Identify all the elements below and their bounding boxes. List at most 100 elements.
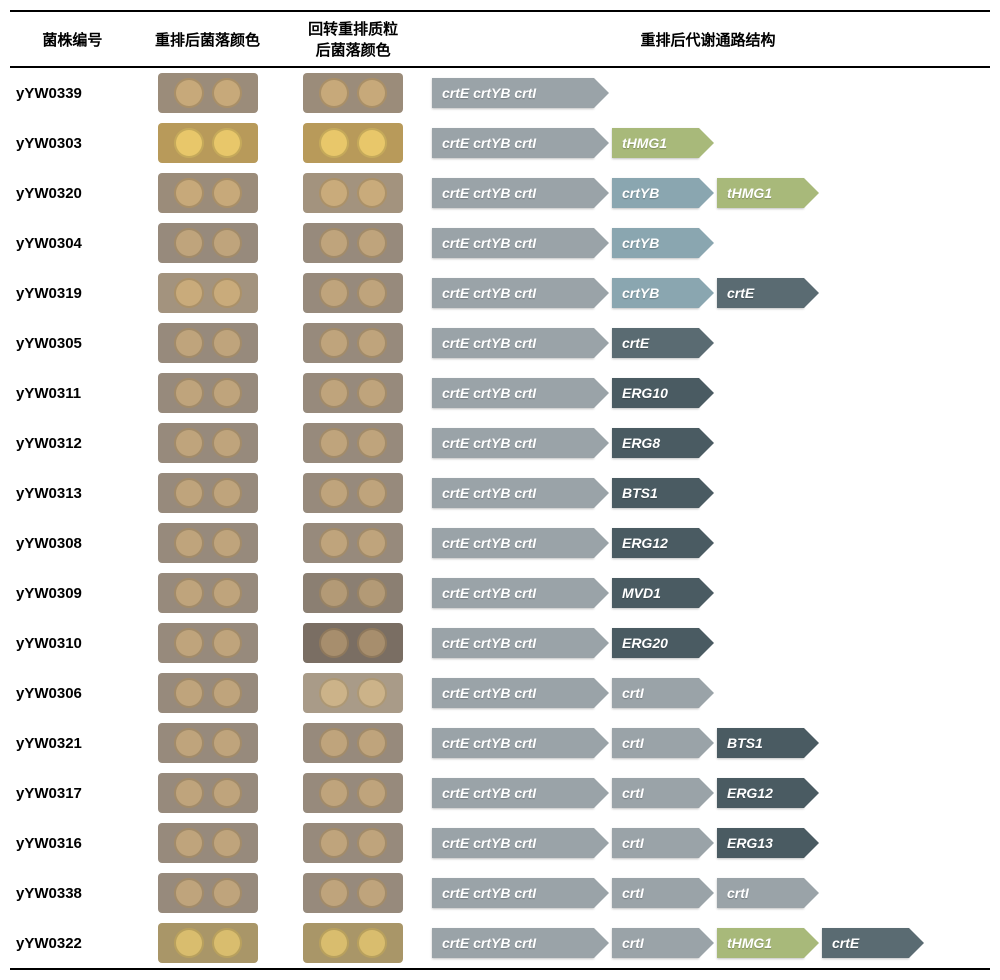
colony-dot — [357, 178, 387, 208]
colony-rearranged-cell — [135, 818, 281, 868]
gene-arrow-base: crtE crtYB crtI — [432, 578, 594, 608]
colony-rearranged-cell — [135, 568, 281, 618]
gene-arrow-MVD1: MVD1 — [612, 578, 699, 608]
colony-rearranged — [158, 73, 258, 113]
gene-arrow-base: crtE crtYB crtI — [432, 928, 594, 958]
arrow-tip — [594, 928, 609, 958]
pathway-structure: crtE crtYB crtI crtYB tHMG1 — [426, 168, 990, 218]
colony-rearranged — [158, 573, 258, 613]
colony-rearranged-cell — [135, 518, 281, 568]
strain-id: yYW0309 — [10, 568, 135, 618]
colony-dot — [319, 228, 349, 258]
colony-dot — [212, 428, 242, 458]
gene-arrow-crtE: crtE — [612, 328, 699, 358]
gene-arrow-crtI: crtI — [612, 728, 699, 758]
colony-dot — [319, 78, 349, 108]
gene-arrow-crtI: crtI — [612, 878, 699, 908]
table-row: yYW0322 crtE crtYB crtIcrtItHMG1crtE — [10, 918, 990, 969]
colony-dot — [174, 878, 204, 908]
strain-id: yYW0304 — [10, 218, 135, 268]
colony-dot — [174, 128, 204, 158]
pathway-structure: crtE crtYB crtIcrtYB — [426, 218, 990, 268]
colony-rearranged — [158, 473, 258, 513]
colony-dot — [174, 578, 204, 608]
colony-retransformed-cell — [280, 118, 426, 168]
arrow-tip — [699, 378, 714, 408]
table-row: yYW0338crtE crtYB crtIcrtIcrtI — [10, 868, 990, 918]
colony-dot — [212, 828, 242, 858]
strain-id: yYW0311 — [10, 368, 135, 418]
colony-rearranged-cell — [135, 118, 281, 168]
pathway-structure: crtE crtYB crtIcrtI — [426, 668, 990, 718]
gene-arrow-base: crtE crtYB crtI — [432, 178, 594, 208]
colony-retransformed-cell — [280, 618, 426, 668]
gene-arrow-ERG10: ERG10 — [612, 378, 699, 408]
colony-retransformed — [303, 573, 403, 613]
colony-rearranged — [158, 623, 258, 663]
gene-arrow-crtYB: crtYB — [612, 178, 699, 208]
table-row: yYW0309 crtE crtYB crtI MVD1 — [10, 568, 990, 618]
colony-dot — [319, 528, 349, 558]
colony-dot — [174, 628, 204, 658]
strain-id: yYW0320 — [10, 168, 135, 218]
colony-rearranged-cell — [135, 618, 281, 668]
pathway-structure: crtE crtYB crtIcrtYBcrtE — [426, 268, 990, 318]
colony-dot — [357, 278, 387, 308]
colony-dot — [357, 78, 387, 108]
table-row: yYW0308crtE crtYB crtIERG12 — [10, 518, 990, 568]
header-color1-text: 重排后菌落颜色 — [155, 32, 260, 49]
table-row: yYW0304 crtE crtYB crtIcrtYB — [10, 218, 990, 268]
colony-retransformed-cell — [280, 268, 426, 318]
table-row: yYW0311crtE crtYB crtIERG10 — [10, 368, 990, 418]
colony-rearranged-cell — [135, 168, 281, 218]
colony-retransformed-cell — [280, 218, 426, 268]
gene-arrow-BTS1: BTS1 — [612, 478, 699, 508]
gene-arrow-ERG8: ERG8 — [612, 428, 699, 458]
strain-id: yYW0305 — [10, 318, 135, 368]
colony-dot — [357, 528, 387, 558]
pathway-structure: crtE crtYB crtIcrtItHMG1crtE — [426, 918, 990, 969]
colony-dot — [319, 678, 349, 708]
colony-dot — [174, 528, 204, 558]
gene-arrow-tHMG1: tHMG1 — [612, 128, 699, 158]
colony-retransformed — [303, 273, 403, 313]
colony-retransformed-cell — [280, 818, 426, 868]
colony-dot — [357, 628, 387, 658]
colony-dot — [174, 828, 204, 858]
gene-arrow-crtYB: crtYB — [612, 228, 699, 258]
arrow-tip — [699, 728, 714, 758]
gene-arrow-base: crtE crtYB crtI — [432, 428, 594, 458]
arrow-tip — [699, 178, 714, 208]
colony-dot — [174, 278, 204, 308]
strain-id: yYW0322 — [10, 918, 135, 969]
colony-retransformed — [303, 873, 403, 913]
strain-id: yYW0317 — [10, 768, 135, 818]
gene-arrow-base: crtE crtYB crtI — [432, 278, 594, 308]
colony-retransformed-cell — [280, 868, 426, 918]
colony-dot — [357, 928, 387, 958]
table-row: yYW0310crtE crtYB crtIERG20 — [10, 618, 990, 668]
colony-dot — [357, 378, 387, 408]
colony-dot — [357, 128, 387, 158]
gene-arrow-crtYB: crtYB — [612, 278, 699, 308]
colony-dot — [319, 428, 349, 458]
strain-id: yYW0338 — [10, 868, 135, 918]
arrow-tip — [699, 628, 714, 658]
table-row: yYW0313crtE crtYB crtIBTS1 — [10, 468, 990, 518]
colony-retransformed — [303, 773, 403, 813]
colony-rearranged — [158, 123, 258, 163]
gene-arrow-ERG13: ERG13 — [717, 828, 804, 858]
strain-id: yYW0306 — [10, 668, 135, 718]
gene-arrow-tHMG1: tHMG1 — [717, 178, 804, 208]
colony-dot — [212, 128, 242, 158]
colony-rearranged-cell — [135, 468, 281, 518]
arrow-tip — [594, 328, 609, 358]
colony-dot — [357, 828, 387, 858]
colony-dot — [357, 578, 387, 608]
colony-retransformed-cell — [280, 668, 426, 718]
colony-dot — [319, 178, 349, 208]
colony-rearranged — [158, 373, 258, 413]
colony-rearranged — [158, 723, 258, 763]
colony-dot — [357, 778, 387, 808]
strain-id: yYW0312 — [10, 418, 135, 468]
